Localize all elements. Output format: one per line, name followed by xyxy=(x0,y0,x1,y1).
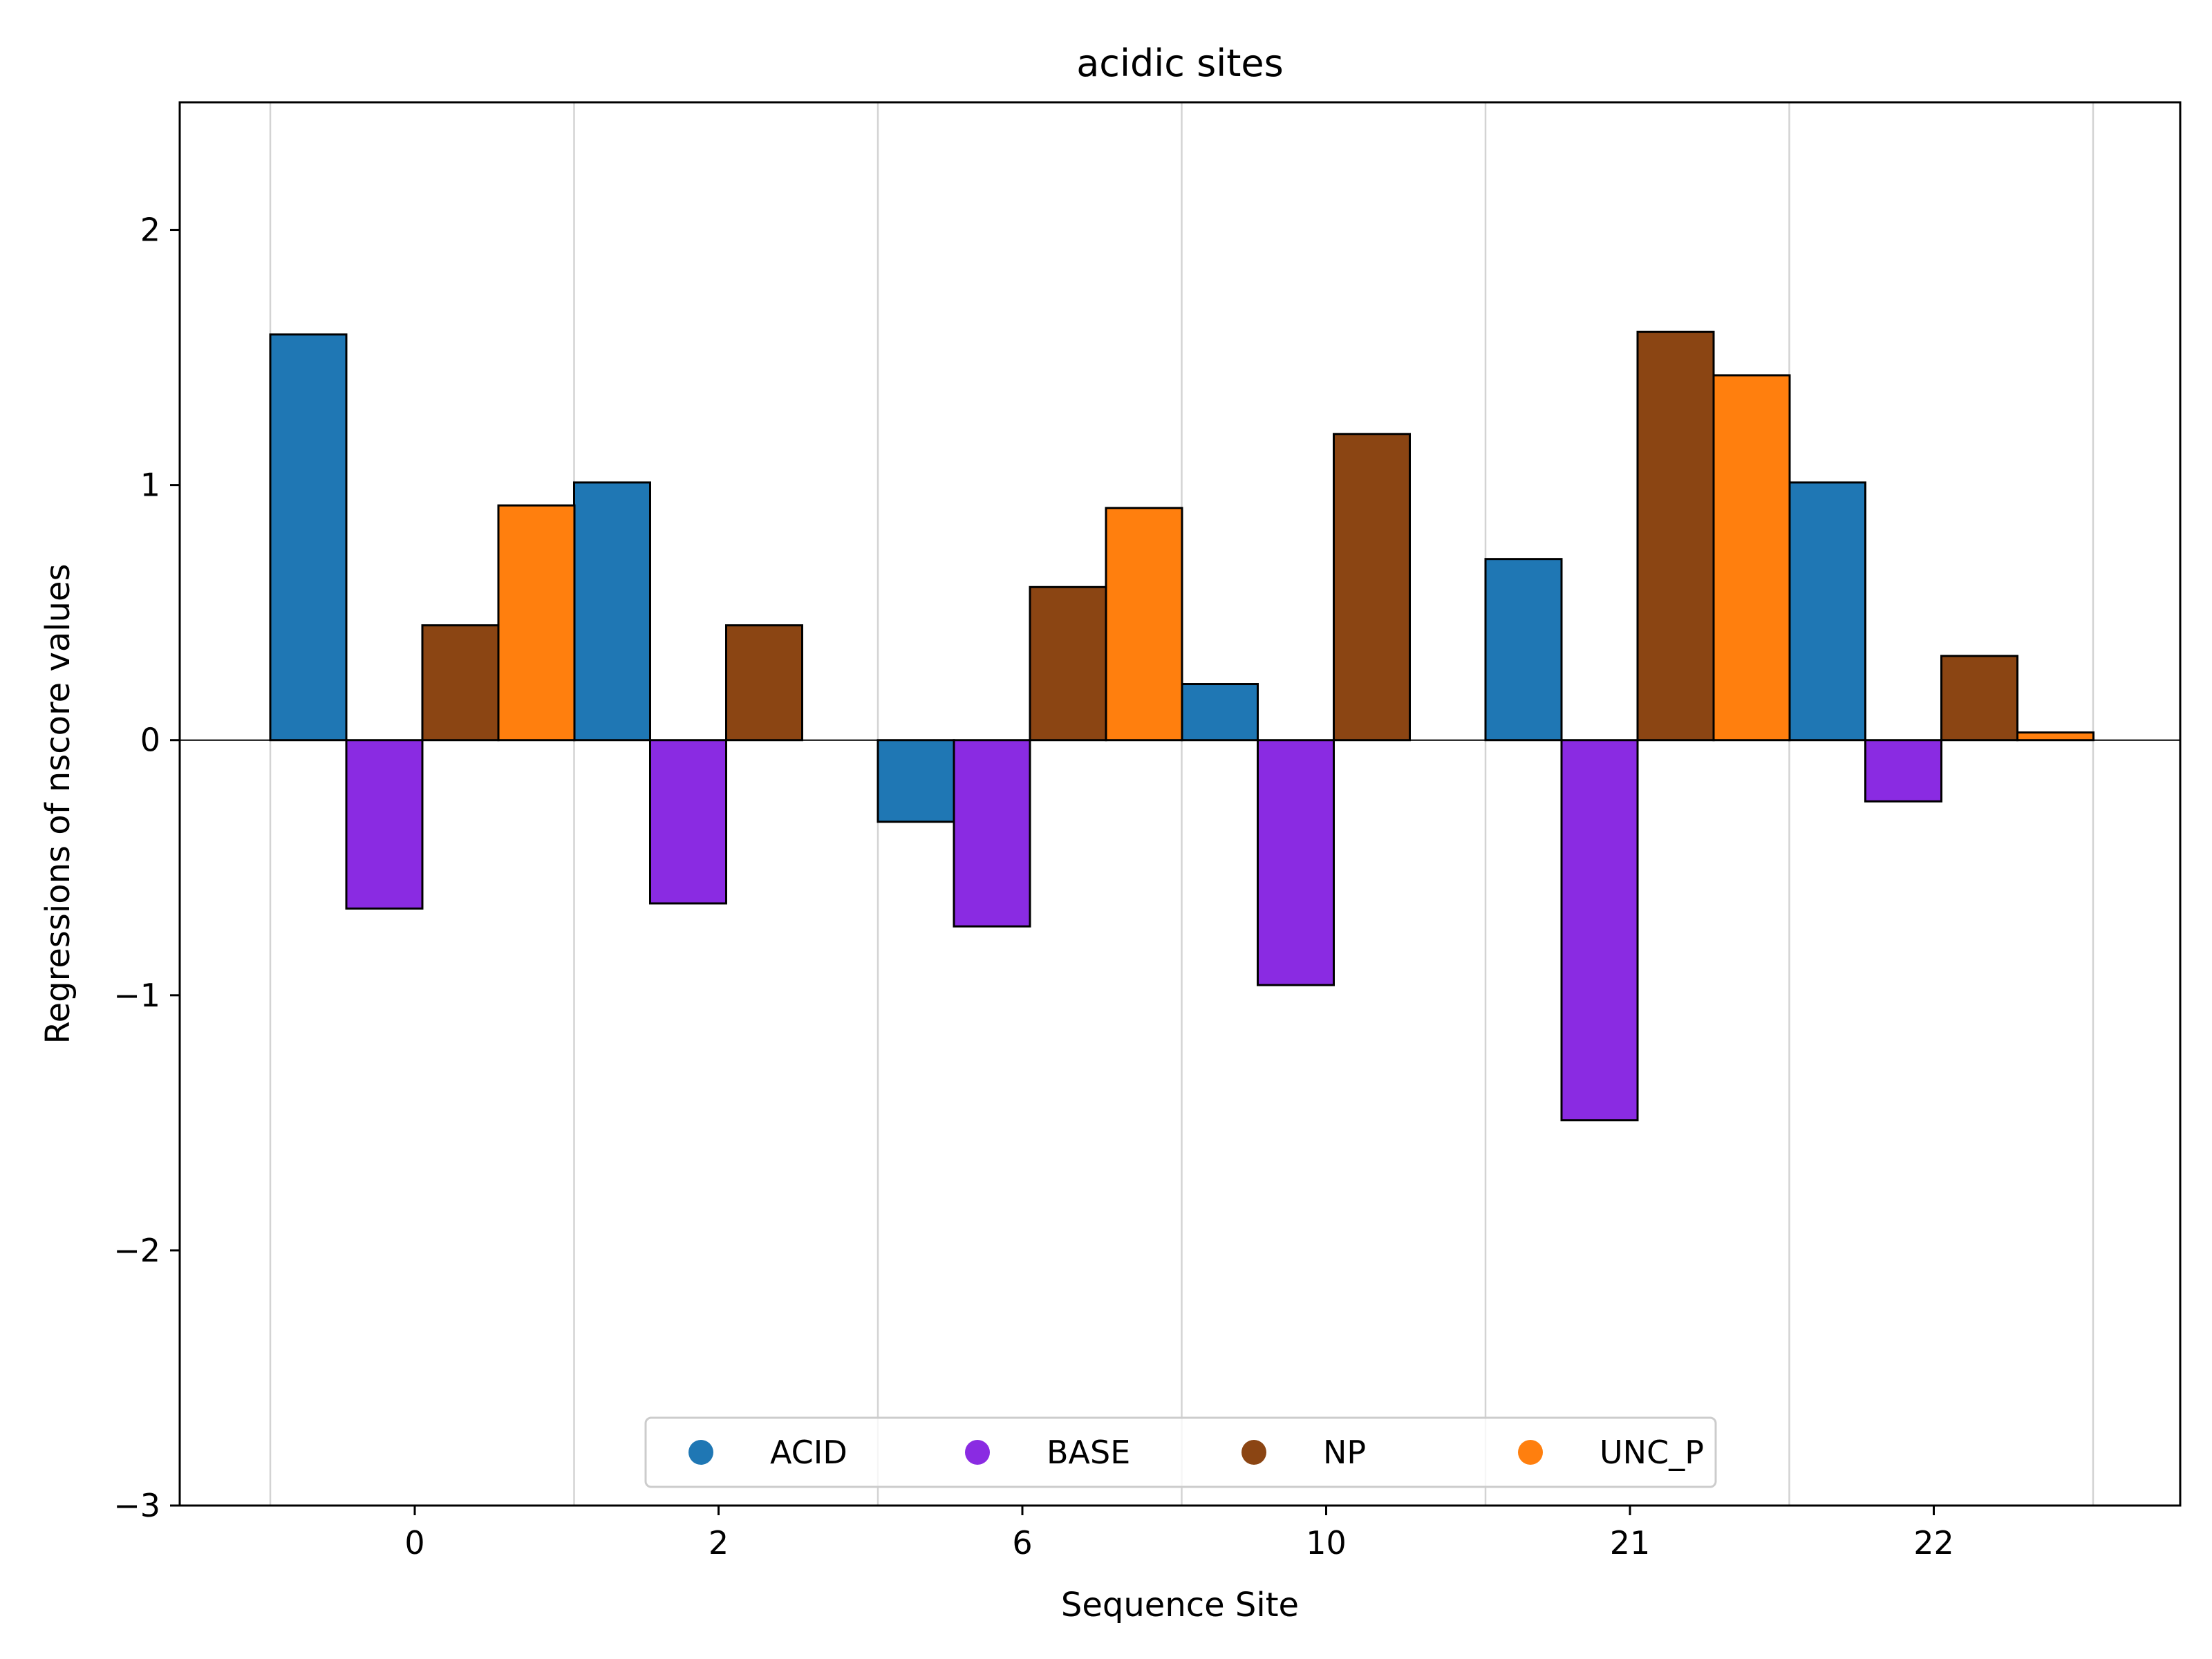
y-tick-label: 2 xyxy=(140,212,160,249)
legend-marker-np xyxy=(1241,1440,1266,1465)
x-tick-label: 2 xyxy=(709,1524,729,1562)
bar-acid-0 xyxy=(269,333,348,742)
x-axis-label: Sequence Site xyxy=(1061,1586,1299,1624)
x-tick-label: 21 xyxy=(1610,1524,1651,1562)
bar-unc-p-22 xyxy=(2016,731,2094,742)
bar-np-10 xyxy=(1333,433,1411,742)
bar-unc-p-6 xyxy=(1105,507,1183,742)
x-tick-label: 22 xyxy=(1913,1524,1954,1562)
legend-marker-base xyxy=(965,1440,990,1465)
legend-label-unc-p: UNC_P xyxy=(1600,1434,1704,1471)
bar-unc-p-21 xyxy=(1712,374,1791,742)
y-tick-label: −2 xyxy=(113,1232,160,1269)
plot-frame xyxy=(178,101,2182,1507)
bars xyxy=(269,330,2094,1122)
legend-marker-unc-p xyxy=(1518,1440,1543,1465)
y-axis-label: Regressions of nscore values xyxy=(39,563,77,1044)
x-tick-label: 10 xyxy=(1306,1524,1347,1562)
bar-base-0 xyxy=(345,739,424,910)
bar-acid-10 xyxy=(1181,683,1259,742)
bar-base-2 xyxy=(649,739,727,905)
legend: ACID BASE NP UNC_P xyxy=(644,1416,1717,1488)
bar-np-2 xyxy=(725,624,803,742)
bar-unc-p-0 xyxy=(497,504,576,742)
legend-label-np: NP xyxy=(1323,1434,1366,1471)
bar-base-22 xyxy=(1864,739,1942,803)
chart-title: acidic sites xyxy=(1076,41,1284,85)
y-tick-label: 0 xyxy=(140,722,160,759)
bar-base-10 xyxy=(1257,739,1335,986)
bar-np-21 xyxy=(1636,330,1715,742)
x-tick-label: 6 xyxy=(1012,1524,1032,1562)
bar-np-22 xyxy=(1940,655,2018,742)
bar-np-6 xyxy=(1029,585,1107,742)
x-axis: 0 2 6 10 21 22 xyxy=(404,1506,1954,1562)
bar-acid-21 xyxy=(1484,558,1563,742)
bar-acid-2 xyxy=(573,481,651,742)
legend-items: ACID BASE NP UNC_P xyxy=(688,1434,1704,1471)
y-tick-label: −3 xyxy=(113,1487,160,1524)
bar-acid-6 xyxy=(877,739,955,823)
bar-np-0 xyxy=(421,624,500,742)
bar-base-6 xyxy=(953,739,1031,928)
y-tick-label: −1 xyxy=(113,977,160,1014)
legend-marker-acid xyxy=(688,1440,713,1465)
legend-label-acid: ACID xyxy=(770,1434,847,1471)
bar-base-21 xyxy=(1560,739,1639,1122)
y-axis: 2 1 0 −1 −2 −3 xyxy=(113,212,180,1524)
bar-acid-22 xyxy=(1788,481,1866,742)
legend-label-base: BASE xyxy=(1047,1434,1130,1471)
x-tick-label: 0 xyxy=(404,1524,424,1562)
y-tick-label: 1 xyxy=(140,467,160,504)
legend-box xyxy=(644,1416,1717,1488)
